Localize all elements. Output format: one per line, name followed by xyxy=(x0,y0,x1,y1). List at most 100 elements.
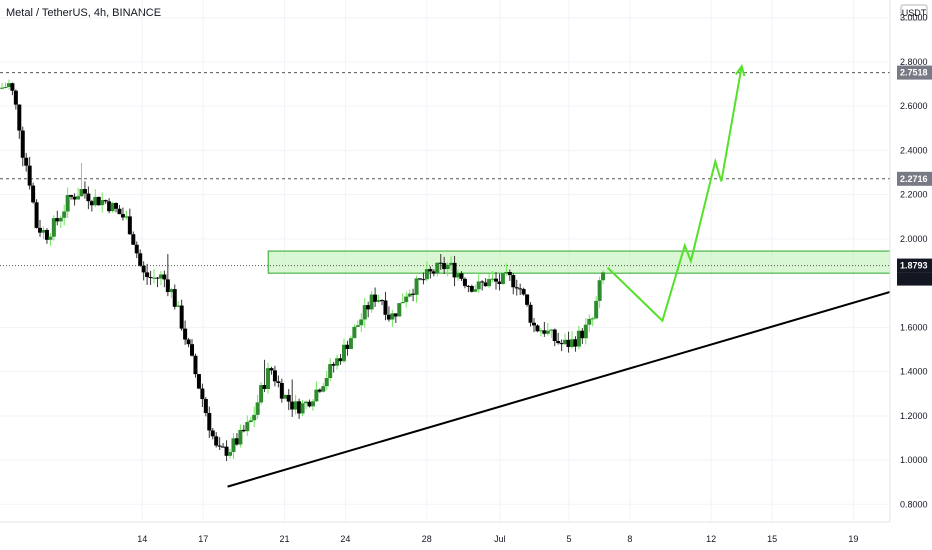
candle-down xyxy=(462,278,467,286)
time-axis: 14 17 21 24 28 Jul 5 8 12 15 19 xyxy=(0,521,890,544)
level-tag xyxy=(897,65,932,80)
currency-button[interactable] xyxy=(900,4,928,21)
candle-down xyxy=(262,385,267,389)
candle-down xyxy=(373,294,378,302)
candle-down xyxy=(418,278,423,280)
candle-up xyxy=(48,236,53,240)
candle-down xyxy=(134,244,139,254)
y-tick-label: 0.8000 xyxy=(900,499,928,509)
candle-down xyxy=(138,253,143,266)
candle-down xyxy=(466,285,471,287)
candle-down xyxy=(521,289,526,295)
candle-down xyxy=(86,193,91,202)
candle-up xyxy=(238,429,243,445)
candle-up xyxy=(390,313,395,320)
candle-up xyxy=(65,195,70,212)
trendline xyxy=(227,291,891,488)
candle-up xyxy=(490,278,495,280)
candle-down xyxy=(518,288,523,290)
x-tick-label: Jul xyxy=(494,534,506,544)
candle-down xyxy=(217,445,222,447)
candle-up xyxy=(445,264,450,270)
candle-down xyxy=(511,275,516,288)
candle-down xyxy=(221,446,226,448)
candle-up xyxy=(93,196,98,206)
candle-down xyxy=(272,370,277,382)
candle-down xyxy=(145,272,150,278)
trendline-line xyxy=(227,291,891,488)
candle-up xyxy=(407,293,412,297)
candle-up xyxy=(51,218,56,237)
x-tick-label: 19 xyxy=(848,534,858,544)
level-tag-label: 1.8793 xyxy=(900,261,928,271)
candle-up xyxy=(58,217,63,222)
candle-up xyxy=(300,403,305,414)
candle-down xyxy=(494,278,499,282)
candle-down xyxy=(224,446,229,456)
candle-up xyxy=(424,269,429,280)
candle-down xyxy=(279,382,284,399)
candle-down xyxy=(141,265,146,273)
candle-down xyxy=(297,401,302,414)
candle-up xyxy=(576,330,581,347)
level-tag-label: 2.7518 xyxy=(900,68,928,78)
candle-up xyxy=(500,273,505,285)
candle-down xyxy=(34,202,39,228)
candle-down xyxy=(580,330,585,339)
candle-down xyxy=(276,381,281,383)
x-tick-label: 15 xyxy=(767,534,777,544)
currency-button-label: USDT xyxy=(902,8,927,18)
candle-down xyxy=(480,281,485,283)
candle-up xyxy=(41,230,46,233)
candle-up xyxy=(587,318,592,325)
candle-up xyxy=(335,358,340,366)
candle-up xyxy=(6,83,11,87)
level-tag xyxy=(897,171,932,186)
candle-up xyxy=(601,272,606,281)
candle-up xyxy=(283,394,288,399)
candle-down xyxy=(27,165,32,186)
candle-down xyxy=(24,157,29,166)
candle-up xyxy=(362,305,367,320)
candle-up xyxy=(259,385,264,403)
candle-up xyxy=(0,87,5,89)
candle-down xyxy=(431,271,436,274)
candle-down xyxy=(107,201,112,212)
candle-down xyxy=(203,399,208,413)
candle-down xyxy=(507,272,512,276)
candle-down xyxy=(172,289,177,307)
candle-down xyxy=(566,339,571,347)
candle-down xyxy=(338,358,343,362)
candle-down xyxy=(438,262,443,264)
candle-up xyxy=(231,438,236,453)
candle-down xyxy=(38,227,43,233)
y-tick-label: 1.4000 xyxy=(900,367,928,377)
x-tick-label: 28 xyxy=(422,534,432,544)
candle-down xyxy=(483,282,488,287)
y-tick-label: 2.6000 xyxy=(900,101,928,111)
candle-up xyxy=(176,305,181,307)
candle-up xyxy=(328,364,333,379)
candle-down xyxy=(31,185,36,203)
candle-down xyxy=(234,438,239,445)
candle-down xyxy=(241,429,246,432)
y-tick-label: 1.6000 xyxy=(900,322,928,332)
candle-up xyxy=(169,289,174,293)
candle-up xyxy=(110,203,115,212)
resistance-zone xyxy=(267,250,891,274)
candle-up xyxy=(252,414,257,421)
candle-up xyxy=(456,273,461,278)
candle-down xyxy=(442,263,447,270)
candle-up xyxy=(124,216,129,218)
candle-up xyxy=(79,189,84,197)
candle-up xyxy=(324,378,329,387)
candle-up xyxy=(549,329,554,331)
candle-down xyxy=(393,313,398,317)
candle-down xyxy=(13,90,18,105)
candle-down xyxy=(421,279,426,281)
candle-down xyxy=(317,389,322,392)
x-tick-label: 24 xyxy=(340,534,350,544)
candle-down xyxy=(573,339,578,347)
